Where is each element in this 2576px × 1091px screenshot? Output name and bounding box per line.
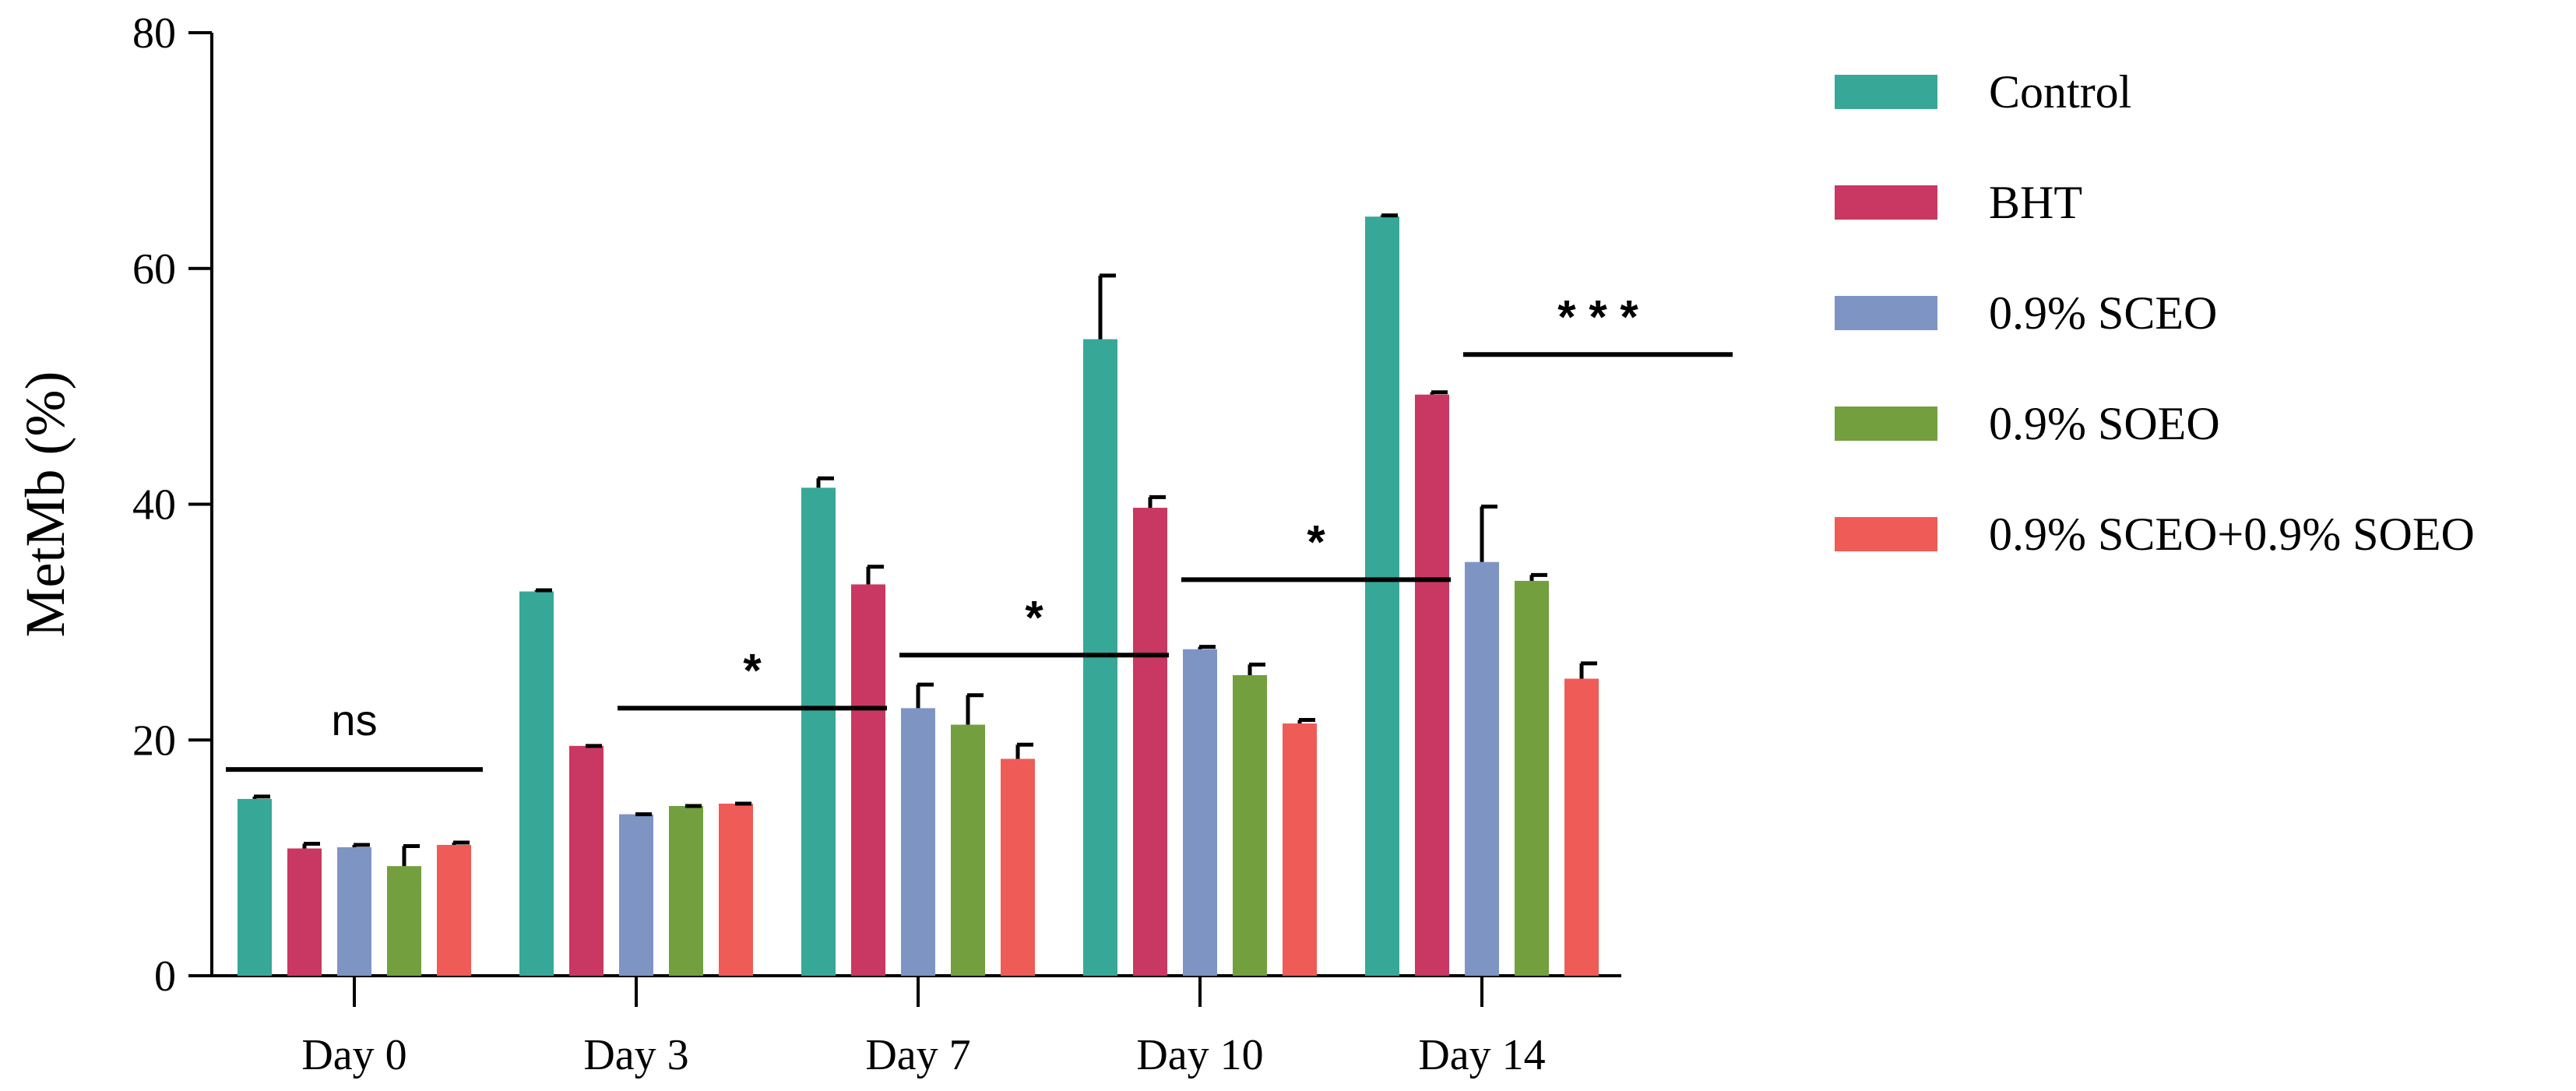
- bar-day-7-series-1: [851, 584, 885, 976]
- significance-label: *: [1307, 516, 1325, 568]
- bar-day-10-series-4: [1283, 723, 1317, 976]
- x-tick-label: Day 0: [301, 1031, 406, 1079]
- significance-label: ns: [331, 695, 377, 744]
- legend-swatch: [1835, 185, 1937, 220]
- bar-day-7-series-4: [1001, 758, 1035, 976]
- y-tick-label: 0: [154, 952, 176, 1001]
- significance-label: *: [743, 644, 762, 696]
- bar-day-3-series-3: [669, 806, 703, 976]
- bar-day-0-series-1: [287, 848, 322, 976]
- bar-day-10-series-1: [1133, 508, 1167, 976]
- bar-day-10-series-2: [1183, 649, 1217, 976]
- legend-label: 0.9% SOEO: [1989, 398, 2220, 449]
- legend-swatch: [1835, 75, 1937, 109]
- bar-day-3-series-4: [719, 803, 753, 976]
- y-tick-label: 20: [132, 716, 176, 765]
- x-tick-label: Day 10: [1136, 1031, 1263, 1079]
- bar-day-3-series-0: [519, 591, 554, 976]
- bar-day-3-series-2: [619, 814, 653, 976]
- y-axis-title: MetMb (%): [14, 371, 76, 638]
- x-tick-label: Day 14: [1418, 1031, 1545, 1079]
- bar-day-0-series-2: [337, 847, 371, 976]
- bar-day-14-series-2: [1465, 561, 1499, 976]
- x-axis-ticks: Day 0 Day 3 Day 7 Day 10 Day 14: [301, 976, 1546, 1079]
- bar-day-3-series-1: [569, 745, 604, 976]
- bar-day-10-series-0: [1083, 339, 1117, 976]
- bar-day-14-series-1: [1415, 394, 1449, 976]
- bar-day-0-series-4: [437, 844, 471, 976]
- bar-day-14-series-0: [1365, 216, 1399, 976]
- significance-annotations: ns * * * * * *: [226, 290, 1733, 772]
- bar-day-0-series-3: [387, 866, 421, 976]
- legend-label: 0.9% SCEO: [1989, 287, 2217, 339]
- x-tick-label: Day 7: [865, 1031, 970, 1079]
- x-tick-label: Day 3: [583, 1031, 688, 1079]
- legend: Control BHT 0.9% SCEO 0.9% SOEO 0.9% SCEO+0.…: [1835, 66, 2475, 560]
- bar-day-10-series-3: [1233, 674, 1267, 976]
- y-tick-label: 80: [132, 9, 176, 58]
- bar-day-7-series-2: [901, 708, 935, 976]
- bar-day-14-series-3: [1515, 580, 1549, 976]
- legend-swatch: [1835, 517, 1937, 551]
- bars: [238, 216, 1599, 976]
- bar-day-0-series-0: [238, 798, 272, 976]
- significance-label: *: [1025, 591, 1043, 643]
- significance-label: * * *: [1557, 290, 1638, 343]
- bar-day-7-series-3: [951, 724, 985, 976]
- y-tick-label: 40: [132, 481, 176, 530]
- legend-swatch: [1835, 296, 1937, 330]
- legend-label: 0.9% SCEO+0.9% SOEO: [1989, 509, 2475, 560]
- legend-label: BHT: [1989, 177, 2082, 228]
- legend-label: Control: [1989, 66, 2131, 118]
- y-tick-label: 60: [132, 245, 176, 294]
- bar-day-14-series-4: [1564, 678, 1599, 976]
- bar-day-7-series-0: [801, 487, 836, 976]
- legend-swatch: [1835, 406, 1937, 441]
- error-bars: [252, 213, 1597, 867]
